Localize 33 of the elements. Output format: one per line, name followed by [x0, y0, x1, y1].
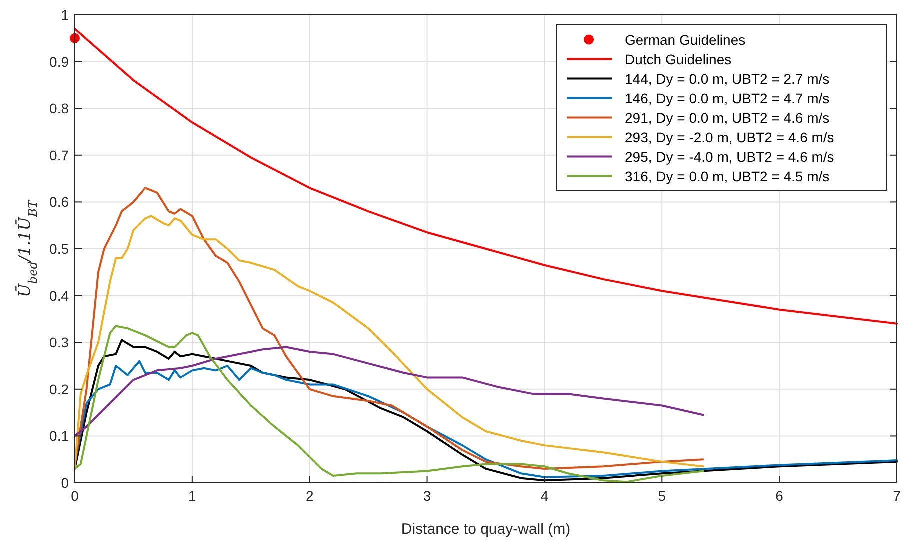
y-tick-label: 0.2 [50, 381, 70, 398]
line-series [74, 339, 898, 482]
line-series [74, 346, 704, 438]
x-tick-label: 0 [71, 488, 80, 504]
x-tick-label: 2 [306, 488, 314, 504]
y-tick-label: 0.8 [50, 100, 70, 117]
x-tick-label: 3 [423, 488, 432, 504]
legend-label: 316, Dy = 0.0 m, UBT2 = 4.5 m/s [625, 168, 830, 184]
y-tick-label: 1 [61, 7, 70, 23]
x-tick-label: 1 [188, 488, 197, 504]
x-tick-label: 5 [658, 488, 666, 504]
x-tick-label: 7 [893, 488, 902, 504]
line-series [74, 325, 704, 484]
line-series [74, 360, 898, 478]
y-tick-label: 0.3 [50, 334, 70, 351]
legend-label: German Guidelines [625, 32, 746, 48]
x-axis-title: Distance to quay-wall (m) [401, 521, 571, 538]
y-tick-label: 0.6 [50, 194, 70, 210]
line-series [74, 28, 898, 325]
y-tick-label: 0 [61, 475, 70, 491]
y-tick-label: 0.4 [50, 288, 70, 304]
x-tick-label: 4 [540, 488, 549, 504]
legend-label: 293, Dy = -2.0 m, UBT2 = 4.6 m/s [625, 129, 834, 146]
legend-label: 144, Dy = 0.0 m, UBT2 = 2.7 m/s [625, 70, 830, 87]
x-tick-label: 6 [776, 488, 784, 504]
y-tick-label: 0.7 [50, 147, 70, 164]
legend-label: 291, Dy = 0.0 m, UBT2 = 4.6 m/s [625, 110, 830, 126]
legend-label: Dutch Guidelines [625, 51, 732, 68]
legend-label: 295, Dy = -4.0 m, UBT2 = 4.6 m/s [625, 148, 834, 165]
legend-label: 146, Dy = 0.0 m, UBT2 = 4.7 m/s [625, 90, 830, 106]
y-tick-label: 0.9 [50, 54, 70, 70]
y-tick-label: 0.5 [50, 241, 70, 257]
y-tick-label: 0.1 [50, 428, 70, 444]
